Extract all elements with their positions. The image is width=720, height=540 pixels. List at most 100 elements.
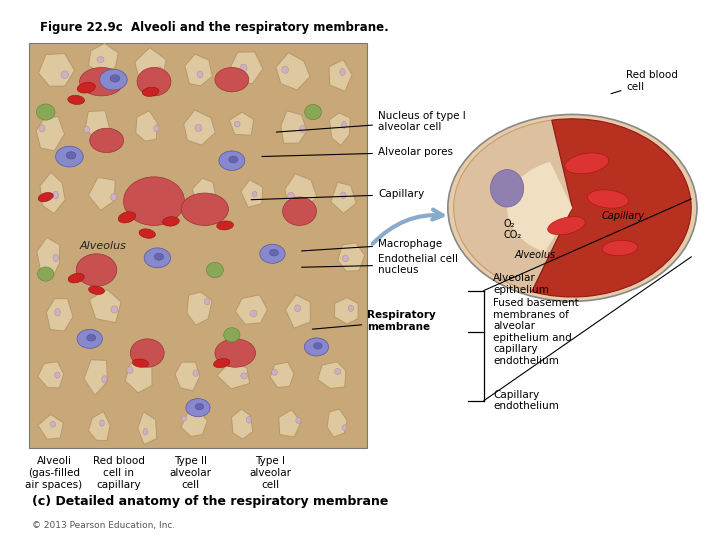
Ellipse shape	[341, 192, 346, 199]
Polygon shape	[329, 60, 352, 91]
Ellipse shape	[240, 64, 247, 72]
Polygon shape	[231, 409, 253, 439]
Ellipse shape	[212, 194, 217, 201]
Polygon shape	[136, 111, 157, 141]
Polygon shape	[318, 362, 346, 389]
Ellipse shape	[548, 217, 585, 235]
Ellipse shape	[99, 420, 104, 426]
Text: (c) Detailed anatomy of the respiratory membrane: (c) Detailed anatomy of the respiratory …	[32, 495, 389, 508]
Ellipse shape	[490, 170, 523, 207]
Ellipse shape	[77, 83, 95, 93]
Ellipse shape	[143, 429, 148, 435]
Polygon shape	[270, 362, 294, 388]
Ellipse shape	[343, 255, 348, 262]
Polygon shape	[331, 183, 356, 213]
Circle shape	[86, 334, 96, 341]
Polygon shape	[192, 178, 216, 207]
Polygon shape	[217, 363, 250, 389]
Ellipse shape	[234, 122, 240, 127]
Ellipse shape	[139, 229, 156, 238]
Polygon shape	[181, 410, 207, 436]
Polygon shape	[138, 412, 157, 444]
Polygon shape	[135, 48, 166, 86]
Polygon shape	[36, 117, 65, 151]
Circle shape	[99, 69, 127, 90]
Ellipse shape	[602, 240, 638, 255]
Ellipse shape	[68, 96, 84, 104]
Ellipse shape	[224, 328, 240, 342]
Circle shape	[305, 338, 328, 356]
Ellipse shape	[215, 339, 256, 367]
Polygon shape	[281, 111, 307, 144]
Ellipse shape	[37, 267, 54, 281]
Polygon shape	[285, 174, 317, 210]
Ellipse shape	[204, 298, 210, 305]
Ellipse shape	[252, 191, 257, 197]
Ellipse shape	[102, 376, 107, 383]
Circle shape	[195, 403, 204, 410]
Ellipse shape	[132, 359, 148, 367]
Polygon shape	[38, 53, 74, 86]
Polygon shape	[175, 362, 199, 391]
Polygon shape	[231, 52, 263, 84]
Ellipse shape	[348, 306, 354, 312]
Ellipse shape	[61, 71, 68, 78]
Text: Alveolus: Alveolus	[515, 250, 556, 260]
Ellipse shape	[250, 310, 257, 316]
Text: Fused basement
membranes of
alveolar
epithelium and
capillary
endothelium: Fused basement membranes of alveolar epi…	[493, 298, 579, 366]
Text: Endothelial cell
nucleus: Endothelial cell nucleus	[302, 254, 458, 275]
Polygon shape	[40, 172, 66, 214]
Ellipse shape	[68, 273, 84, 283]
Ellipse shape	[195, 124, 202, 131]
Ellipse shape	[246, 416, 251, 423]
Text: CO₂: CO₂	[504, 230, 522, 240]
Ellipse shape	[287, 192, 294, 200]
Circle shape	[154, 253, 163, 260]
Ellipse shape	[588, 190, 629, 208]
Circle shape	[219, 151, 245, 170]
Circle shape	[186, 399, 210, 417]
Ellipse shape	[207, 262, 223, 278]
Polygon shape	[84, 360, 107, 395]
Circle shape	[448, 114, 697, 301]
Wedge shape	[454, 120, 572, 292]
Circle shape	[229, 156, 238, 163]
Ellipse shape	[300, 125, 305, 133]
Polygon shape	[329, 113, 350, 146]
Ellipse shape	[111, 306, 118, 313]
Text: Capillary: Capillary	[601, 211, 644, 221]
Text: Type I
alveolar
cell: Type I alveolar cell	[249, 456, 291, 489]
Circle shape	[55, 146, 84, 167]
Ellipse shape	[55, 309, 60, 316]
Ellipse shape	[111, 194, 117, 201]
Polygon shape	[185, 54, 212, 86]
Text: Alveolus: Alveolus	[80, 241, 127, 251]
Ellipse shape	[296, 417, 301, 423]
Ellipse shape	[340, 69, 345, 76]
Ellipse shape	[343, 425, 347, 430]
Polygon shape	[125, 356, 152, 393]
Ellipse shape	[294, 305, 301, 312]
Ellipse shape	[97, 57, 104, 63]
Ellipse shape	[156, 67, 163, 75]
Ellipse shape	[53, 191, 58, 199]
Polygon shape	[89, 289, 121, 323]
Ellipse shape	[305, 104, 322, 120]
Ellipse shape	[89, 286, 104, 294]
Polygon shape	[89, 411, 110, 441]
Ellipse shape	[163, 217, 179, 226]
Text: Nucleus of type I
alveolar cell: Nucleus of type I alveolar cell	[276, 111, 466, 132]
Text: Red blood
cell in
capillary: Red blood cell in capillary	[93, 456, 145, 489]
FancyArrowPatch shape	[373, 210, 443, 244]
Polygon shape	[46, 299, 73, 331]
Polygon shape	[235, 295, 267, 324]
Circle shape	[66, 152, 76, 159]
Ellipse shape	[137, 68, 171, 96]
Ellipse shape	[124, 177, 184, 226]
Polygon shape	[276, 53, 310, 90]
Ellipse shape	[76, 254, 117, 286]
Ellipse shape	[282, 197, 317, 225]
Circle shape	[110, 75, 120, 82]
Polygon shape	[187, 292, 212, 325]
Text: Figure 22.9c  Alveoli and the respiratory membrane.: Figure 22.9c Alveoli and the respiratory…	[40, 21, 388, 33]
